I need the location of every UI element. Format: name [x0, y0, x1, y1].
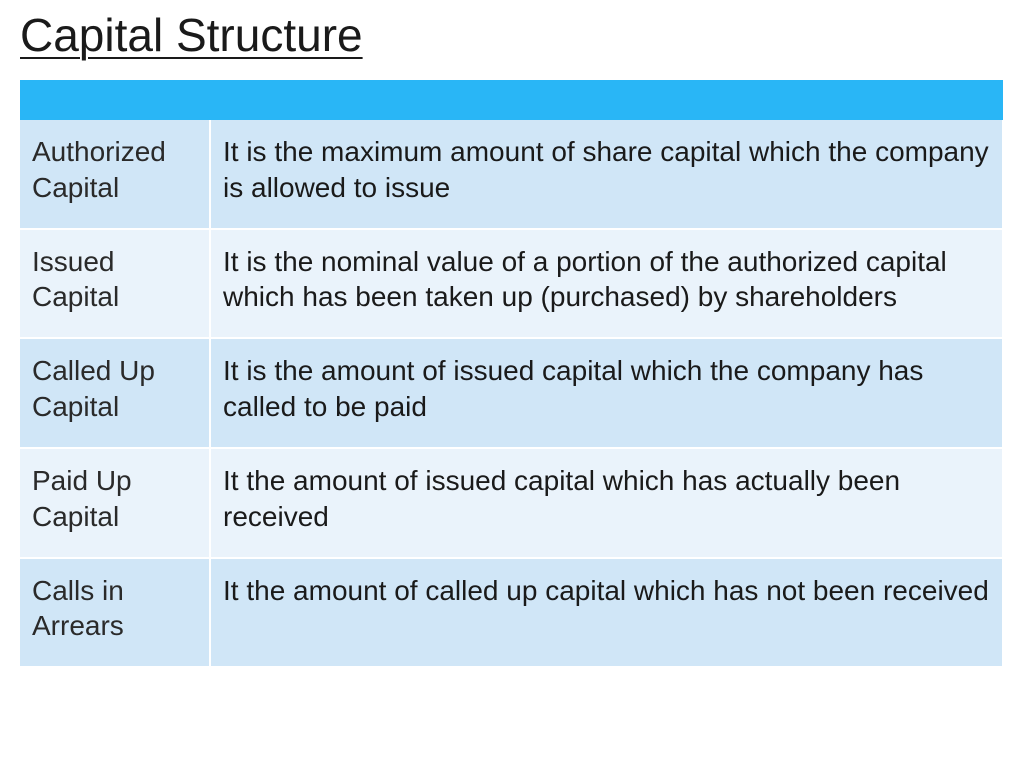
- table-body: Authorized Capital It is the maximum amo…: [20, 120, 1003, 667]
- table-row: Calls in Arrears It the amount of called…: [20, 558, 1003, 668]
- term-cell: Paid Up Capital: [20, 448, 210, 558]
- page-title: Capital Structure: [20, 8, 1004, 62]
- term-cell: Issued Capital: [20, 229, 210, 339]
- table-header-term: [20, 80, 210, 120]
- definition-cell: It the amount of issued capital which ha…: [210, 448, 1003, 558]
- definition-cell: It the amount of called up capital which…: [210, 558, 1003, 668]
- term-cell: Authorized Capital: [20, 120, 210, 229]
- capital-structure-table: Authorized Capital It is the maximum amo…: [20, 80, 1004, 668]
- term-cell: Called Up Capital: [20, 338, 210, 448]
- table-row: Issued Capital It is the nominal value o…: [20, 229, 1003, 339]
- table-row: Called Up Capital It is the amount of is…: [20, 338, 1003, 448]
- table-header-definition: [210, 80, 1003, 120]
- definition-cell: It is the maximum amount of share capita…: [210, 120, 1003, 229]
- table-row: Authorized Capital It is the maximum amo…: [20, 120, 1003, 229]
- definition-cell: It is the amount of issued capital which…: [210, 338, 1003, 448]
- table-row: Paid Up Capital It the amount of issued …: [20, 448, 1003, 558]
- term-cell: Calls in Arrears: [20, 558, 210, 668]
- definition-cell: It is the nominal value of a portion of …: [210, 229, 1003, 339]
- table-header-row: [20, 80, 1003, 120]
- slide-page: Capital Structure Authorized Capital It …: [0, 0, 1024, 688]
